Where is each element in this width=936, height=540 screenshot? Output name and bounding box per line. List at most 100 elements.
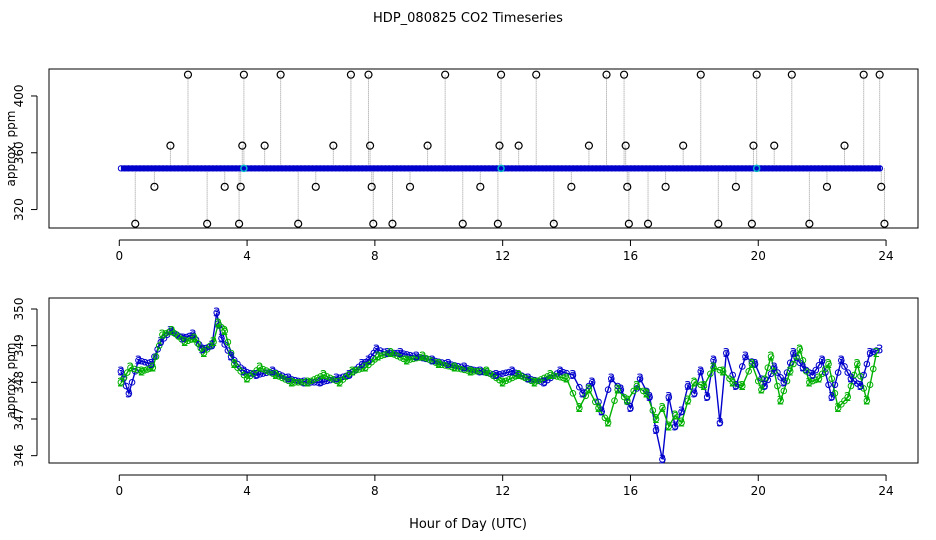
spike-point xyxy=(840,141,849,150)
series-marker-2 xyxy=(397,354,404,361)
series-marker-3 xyxy=(333,375,340,382)
series-marker-2 xyxy=(809,377,816,385)
series-marker-3 xyxy=(393,349,401,357)
series-glyph-3: 3 xyxy=(646,390,654,404)
series-glyph-3: 3 xyxy=(607,372,615,386)
series-marker-3 xyxy=(256,370,264,378)
baseline-point xyxy=(117,165,124,172)
baseline-point xyxy=(696,165,703,172)
series-glyph-3: 3 xyxy=(373,342,381,356)
series-glyph-3: 3 xyxy=(492,368,500,382)
series-marker-3 xyxy=(585,382,593,390)
series-marker-2 xyxy=(155,342,163,349)
baseline-point xyxy=(792,165,799,172)
series-marker-3 xyxy=(122,382,130,390)
series-marker-2 xyxy=(869,365,877,373)
series-marker-2 xyxy=(857,372,864,380)
series-marker-2 xyxy=(285,377,292,385)
chart-title: HDP_080825 CO2 Timeseries xyxy=(373,11,563,26)
baseline-point xyxy=(213,165,220,172)
series-marker-2 xyxy=(272,371,280,379)
series-marker-2 xyxy=(582,392,590,400)
baseline-point xyxy=(577,165,585,172)
series-marker-2 xyxy=(165,328,173,336)
baseline-point xyxy=(585,165,592,172)
spike-point xyxy=(621,141,630,150)
baseline-point xyxy=(781,165,788,172)
series-marker-2 xyxy=(419,353,427,360)
baseline-point xyxy=(167,165,174,172)
spike-point xyxy=(369,219,378,228)
series-marker-2 xyxy=(413,354,420,362)
baseline-point xyxy=(363,165,370,172)
baseline-point xyxy=(202,165,209,172)
baseline-point xyxy=(209,165,216,172)
baseline-point xyxy=(551,165,558,172)
series-glyph-3: 3 xyxy=(429,353,437,367)
spike-point xyxy=(311,182,320,191)
baseline-point xyxy=(163,165,170,172)
series-glyph-2: 2 xyxy=(758,383,766,397)
series-glyph-3: 3 xyxy=(866,346,874,360)
baseline-point xyxy=(481,165,489,172)
series-glyph-3: 3 xyxy=(199,342,207,356)
baseline-point xyxy=(194,165,201,172)
series-marker-2 xyxy=(707,370,714,378)
series-glyph-3: 3 xyxy=(189,328,197,342)
series-marker-3 xyxy=(502,369,510,377)
baseline-point xyxy=(236,165,243,172)
series-marker-2 xyxy=(576,404,583,412)
series-marker-3 xyxy=(147,360,155,368)
series-marker-2 xyxy=(761,375,768,382)
baseline-point xyxy=(232,165,239,172)
spike-point xyxy=(476,182,485,191)
series-glyph-2: 2 xyxy=(168,324,176,338)
series-glyph-2: 2 xyxy=(419,350,427,364)
series-marker-2 xyxy=(159,331,166,338)
series-glyph-2: 2 xyxy=(403,353,411,367)
series-marker-3 xyxy=(125,390,133,397)
baseline-point xyxy=(451,165,458,172)
series-marker-2 xyxy=(234,364,241,371)
series-marker-2 xyxy=(665,423,673,430)
series-glyph-2: 2 xyxy=(117,375,125,389)
series-glyph-2: 2 xyxy=(748,357,756,371)
series-marker-2 xyxy=(218,324,225,331)
series-marker-2 xyxy=(294,379,302,386)
baseline-point xyxy=(458,165,466,172)
baseline-point xyxy=(324,165,332,172)
baseline-point xyxy=(267,165,274,172)
series-glyph-2: 2 xyxy=(483,364,491,378)
series-glyph-3: 3 xyxy=(847,372,855,386)
baseline-point xyxy=(620,165,627,172)
spike-point xyxy=(584,141,594,150)
baseline-point xyxy=(524,165,531,172)
spike-point xyxy=(423,141,432,150)
cyan-point xyxy=(240,164,248,173)
series-glyph-2: 2 xyxy=(230,357,238,371)
series-marker-2 xyxy=(521,374,529,382)
series-marker-2 xyxy=(278,374,286,382)
series-marker-2 xyxy=(470,368,478,375)
baseline-point xyxy=(735,165,742,172)
series-glyph-2: 2 xyxy=(531,375,539,389)
series-marker-2 xyxy=(643,390,650,397)
series-glyph-2: 2 xyxy=(691,375,699,389)
baseline-point xyxy=(731,165,738,172)
series-glyph-2: 2 xyxy=(777,394,785,408)
series-marker-3 xyxy=(505,368,513,376)
series-marker-3 xyxy=(138,357,145,365)
series-glyph-3: 3 xyxy=(617,383,625,397)
series-glyph-3: 3 xyxy=(524,372,532,386)
series-marker-3 xyxy=(869,348,877,356)
baseline-point xyxy=(271,165,278,172)
series-glyph-2: 2 xyxy=(665,419,673,433)
spike-point xyxy=(624,219,633,228)
baseline-point xyxy=(708,165,715,172)
series-glyph-3: 3 xyxy=(147,357,155,371)
series-marker-2 xyxy=(448,363,455,371)
series-marker-2 xyxy=(528,377,535,385)
series-marker-2 xyxy=(534,377,542,385)
series-glyph-2: 2 xyxy=(659,401,667,415)
series-marker-2 xyxy=(531,379,538,386)
